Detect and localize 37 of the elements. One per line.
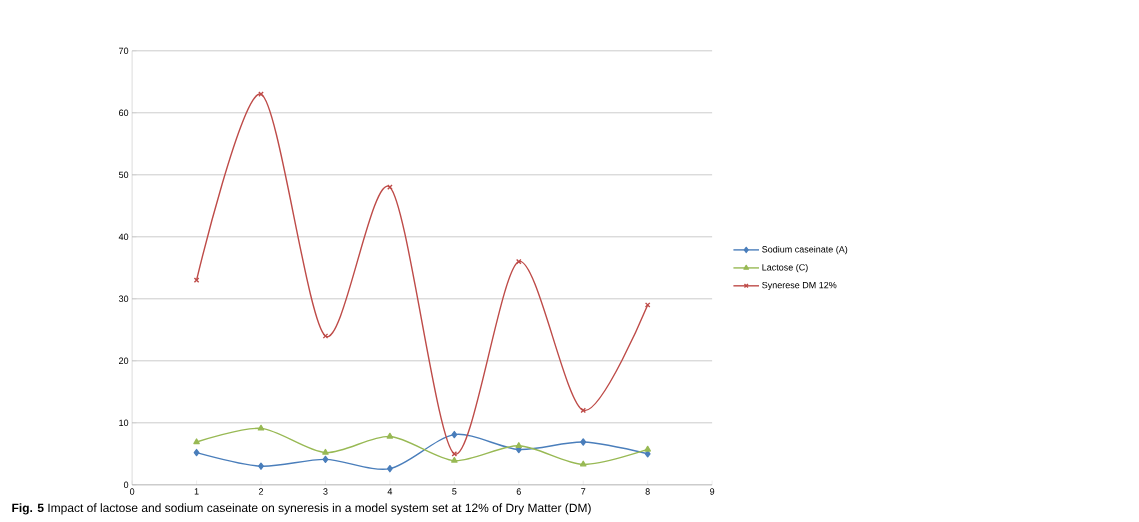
y-tick-label: 0 — [123, 481, 129, 488]
y-tick-label: 30 — [118, 295, 129, 302]
point — [258, 91, 264, 98]
point — [579, 460, 587, 467]
point — [322, 448, 329, 455]
y-tick-label: 20 — [119, 357, 129, 364]
point — [322, 455, 329, 464]
x-tick-label: 4 — [387, 488, 393, 495]
y-tick-label: 60 — [119, 109, 129, 116]
point — [193, 438, 200, 445]
x-tick-label: 3 — [323, 488, 328, 495]
point — [451, 430, 458, 439]
x-tick-label: 6 — [516, 488, 521, 495]
y-tick-label: 50 — [118, 171, 129, 178]
y-tick-label: 70 — [119, 47, 129, 54]
x-tick-label: 8 — [645, 488, 650, 495]
x-tick-label: 7 — [581, 488, 586, 495]
legend-label: Lactose (C) — [762, 263, 808, 273]
x-tick-label: 0 — [129, 488, 135, 495]
point — [515, 442, 523, 448]
point — [258, 462, 264, 470]
y-tick-label: 40 — [118, 233, 129, 240]
legend-label: Sodium caseinate (A) — [762, 245, 848, 255]
text: Fig. 5 Impact of lactose and sodium caseinate on syneresis in a model system set at 12% of Dry Matter (DM) — [12, 503, 591, 515]
legend-label: Synerese DM 12% — [762, 281, 837, 291]
point — [386, 432, 394, 439]
x-tick-label: 1 — [194, 488, 199, 495]
point — [451, 456, 458, 463]
point — [644, 445, 651, 452]
x-tick-label: 2 — [258, 488, 264, 495]
point — [386, 464, 393, 473]
point — [580, 438, 587, 446]
x-tick-label: 5 — [452, 488, 457, 495]
y-tick-label: 10 — [119, 419, 129, 426]
point — [193, 448, 200, 457]
x-tick-label: 9 — [710, 488, 715, 495]
point — [257, 424, 265, 431]
